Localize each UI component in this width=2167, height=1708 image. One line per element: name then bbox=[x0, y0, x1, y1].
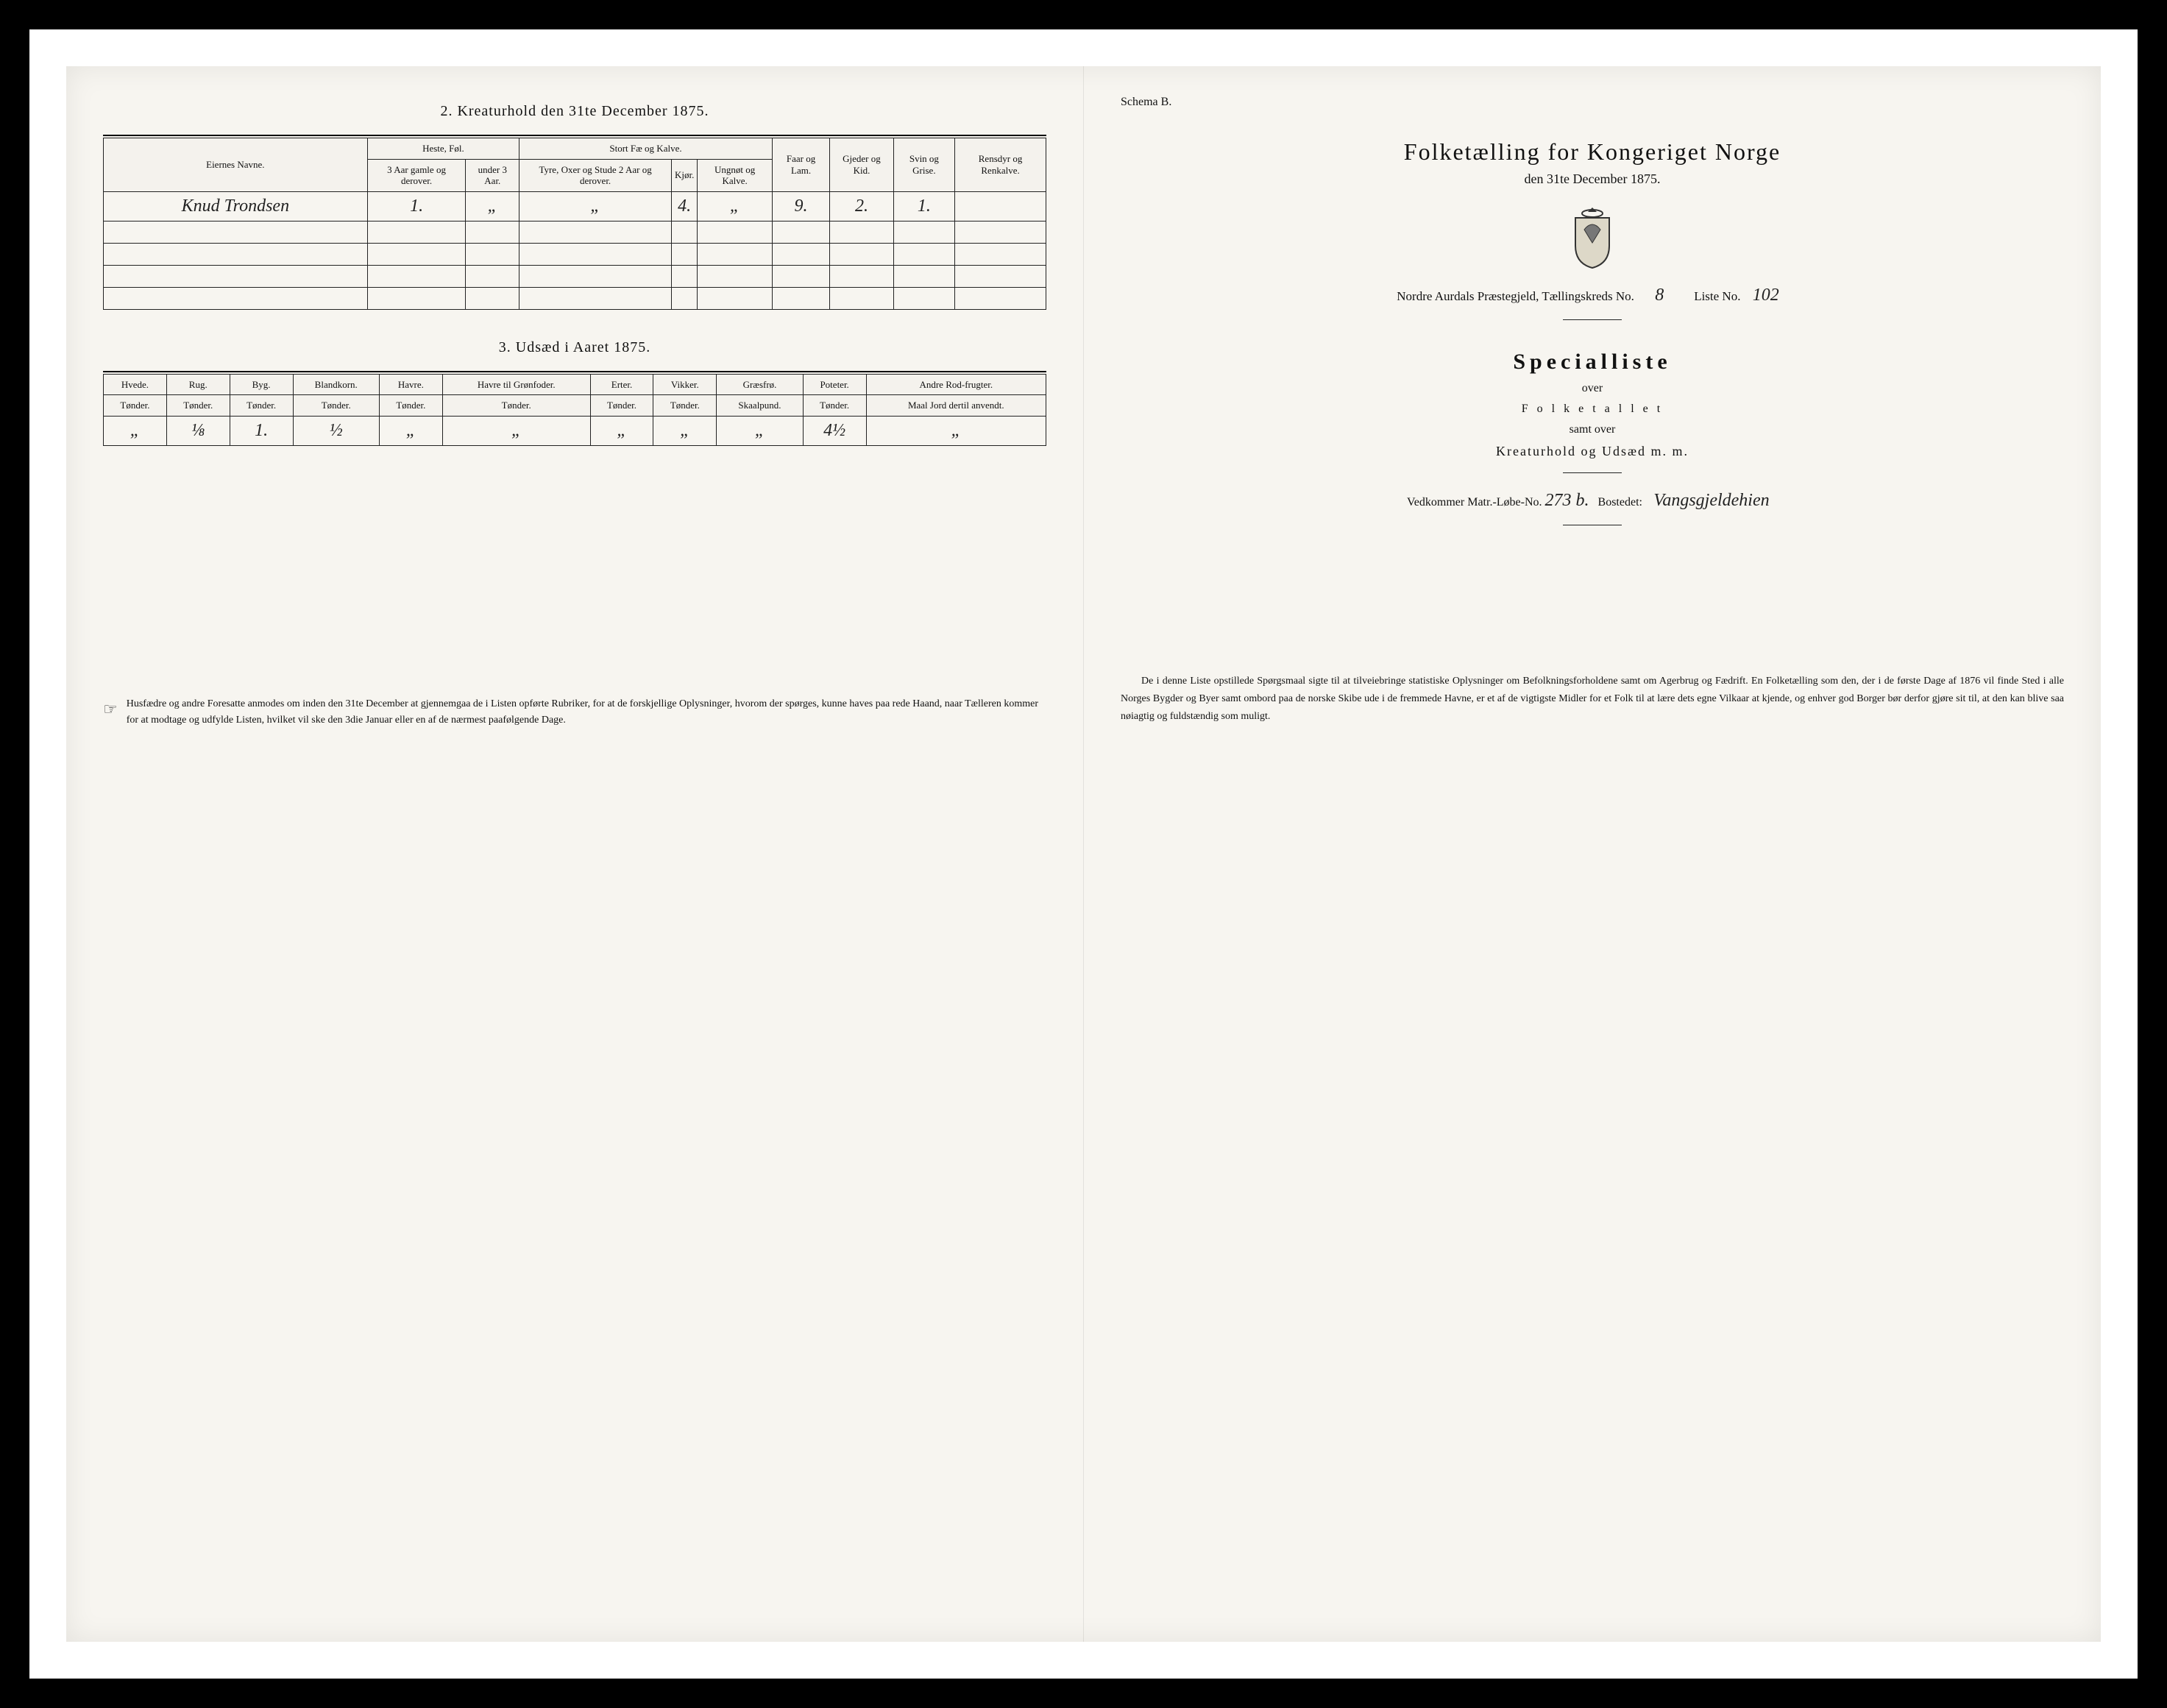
parish-prefix: Nordre Aurdals Præstegjeld, Tællingskred… bbox=[1397, 289, 1634, 303]
left-page: 2. Kreaturhold den 31te December 1875. E… bbox=[66, 66, 1084, 1642]
col-stort-a: Tyre, Oxer og Stude 2 Aar og derover. bbox=[519, 159, 672, 191]
right-page: Schema B. Folketælling for Kongeriget No… bbox=[1084, 66, 2101, 1642]
col-faar: Faar og Lam. bbox=[772, 138, 829, 192]
unit: Skaalpund. bbox=[717, 395, 803, 417]
unit: Tønder. bbox=[590, 395, 653, 417]
cell bbox=[955, 191, 1046, 221]
col-stort-b: Kjør. bbox=[671, 159, 697, 191]
cell: „ bbox=[466, 191, 519, 221]
col-heste-a: 3 Aar gamle og derover. bbox=[367, 159, 466, 191]
col-gresfro: Græsfrø. bbox=[717, 374, 803, 395]
liste-label: Liste No. bbox=[1694, 289, 1740, 303]
unit: Tønder. bbox=[293, 395, 379, 417]
col-andre: Andre Rod-frugter. bbox=[866, 374, 1046, 395]
parish-line: Nordre Aurdals Præstegjeld, Tællingskred… bbox=[1121, 286, 2064, 306]
kreds-no: 8 bbox=[1637, 286, 1681, 306]
cell: ⅛ bbox=[166, 416, 230, 445]
samt-over-label: samt over bbox=[1121, 423, 2064, 436]
matr-no: 273 b. bbox=[1545, 491, 1589, 511]
col-heste-group: Heste, Føl. bbox=[367, 138, 519, 160]
col-blandkorn: Blandkorn. bbox=[293, 374, 379, 395]
pointing-hand-icon: ☞ bbox=[103, 696, 118, 729]
specialliste-title: Specialliste bbox=[1121, 350, 2064, 375]
col-poteter: Poteter. bbox=[803, 374, 866, 395]
table-row bbox=[104, 265, 1046, 287]
col-svin: Svin og Grise. bbox=[893, 138, 955, 192]
col-name: Eiernes Navne. bbox=[104, 138, 368, 192]
col-erter: Erter. bbox=[590, 374, 653, 395]
unit: Tønder. bbox=[230, 395, 293, 417]
over-label: over bbox=[1121, 382, 2064, 395]
cell: 2. bbox=[830, 191, 893, 221]
cell: ½ bbox=[293, 416, 379, 445]
bosted-label: Bostedet: bbox=[1598, 496, 1642, 508]
cell: 4. bbox=[671, 191, 697, 221]
col-havre-gron: Havre til Grønfoder. bbox=[442, 374, 590, 395]
table-row: Knud Trondsen 1. „ „ 4. „ 9. 2. 1. bbox=[104, 191, 1046, 221]
left-footnote-block: ☞ Husfædre og andre Foresatte anmodes om… bbox=[103, 696, 1046, 729]
col-rensdyr: Rensdyr og Renkalve. bbox=[955, 138, 1046, 192]
col-gjeder: Gjeder og Kid. bbox=[830, 138, 893, 192]
unit: Maal Jord dertil anvendt. bbox=[866, 395, 1046, 417]
unit: Tønder. bbox=[104, 395, 167, 417]
kreatur-line: Kreaturhold og Udsæd m. m. bbox=[1121, 444, 2064, 459]
cell: „ bbox=[653, 416, 717, 445]
cell: „ bbox=[442, 416, 590, 445]
left-footnote-text: Husfædre og andre Foresatte anmodes om i… bbox=[127, 696, 1046, 729]
cell: „ bbox=[717, 416, 803, 445]
schema-label: Schema B. bbox=[1121, 96, 2064, 109]
cell: „ bbox=[866, 416, 1046, 445]
right-footnote: De i denne Liste opstillede Spørgsmaal s… bbox=[1121, 673, 2064, 725]
folketallet-label: F o l k e t a l l e t bbox=[1121, 403, 2064, 416]
census-subtitle: den 31te December 1875. bbox=[1121, 171, 2064, 187]
kreaturhold-table: Eiernes Navne. Heste, Føl. Stort Fæ og K… bbox=[103, 138, 1046, 310]
unit: Tønder. bbox=[379, 395, 442, 417]
scan-frame: 2. Kreaturhold den 31te December 1875. E… bbox=[29, 29, 2138, 1679]
matrikel-line: Vedkommer Matr.-Løbe-No. 273 b. Bostedet… bbox=[1121, 491, 2064, 511]
page-spread: 2. Kreaturhold den 31te December 1875. E… bbox=[66, 66, 2101, 1642]
col-hvede: Hvede. bbox=[104, 374, 167, 395]
col-rug: Rug. bbox=[166, 374, 230, 395]
cell: 9. bbox=[772, 191, 829, 221]
section2-heading: 2. Kreaturhold den 31te December 1875. bbox=[103, 103, 1046, 120]
col-havre: Havre. bbox=[379, 374, 442, 395]
table-row: „ ⅛ 1. ½ „ „ „ „ „ 4½ „ bbox=[104, 416, 1046, 445]
col-byg: Byg. bbox=[230, 374, 293, 395]
table-row bbox=[104, 221, 1046, 243]
owner-name: Knud Trondsen bbox=[104, 191, 368, 221]
census-title: Folketælling for Kongeriget Norge bbox=[1121, 138, 2064, 166]
unit: Tønder. bbox=[166, 395, 230, 417]
col-stort-c: Ungnøt og Kalve. bbox=[698, 159, 772, 191]
cell: 1. bbox=[230, 416, 293, 445]
cell: „ bbox=[698, 191, 772, 221]
cell: „ bbox=[379, 416, 442, 445]
table-row bbox=[104, 287, 1046, 309]
coat-of-arms-icon bbox=[1567, 205, 1618, 271]
cell: „ bbox=[104, 416, 167, 445]
cell: „ bbox=[519, 191, 672, 221]
cell: 4½ bbox=[803, 416, 866, 445]
cell: „ bbox=[590, 416, 653, 445]
liste-no: 102 bbox=[1744, 286, 1788, 306]
cell: 1. bbox=[367, 191, 466, 221]
unit: Tønder. bbox=[442, 395, 590, 417]
section3-heading: 3. Udsæd i Aaret 1875. bbox=[103, 339, 1046, 356]
cell: 1. bbox=[893, 191, 955, 221]
col-vikker: Vikker. bbox=[653, 374, 717, 395]
table-row bbox=[104, 243, 1046, 265]
unit: Tønder. bbox=[653, 395, 717, 417]
udsaed-table: Hvede. Rug. Byg. Blandkorn. Havre. Havre… bbox=[103, 374, 1046, 446]
bosted-value: Vangsgjeldehien bbox=[1645, 491, 1778, 511]
col-stort-group: Stort Fæ og Kalve. bbox=[519, 138, 773, 160]
unit: Tønder. bbox=[803, 395, 866, 417]
col-heste-b: under 3 Aar. bbox=[466, 159, 519, 191]
matr-prefix: Vedkommer Matr.-Løbe-No. bbox=[1407, 496, 1542, 508]
